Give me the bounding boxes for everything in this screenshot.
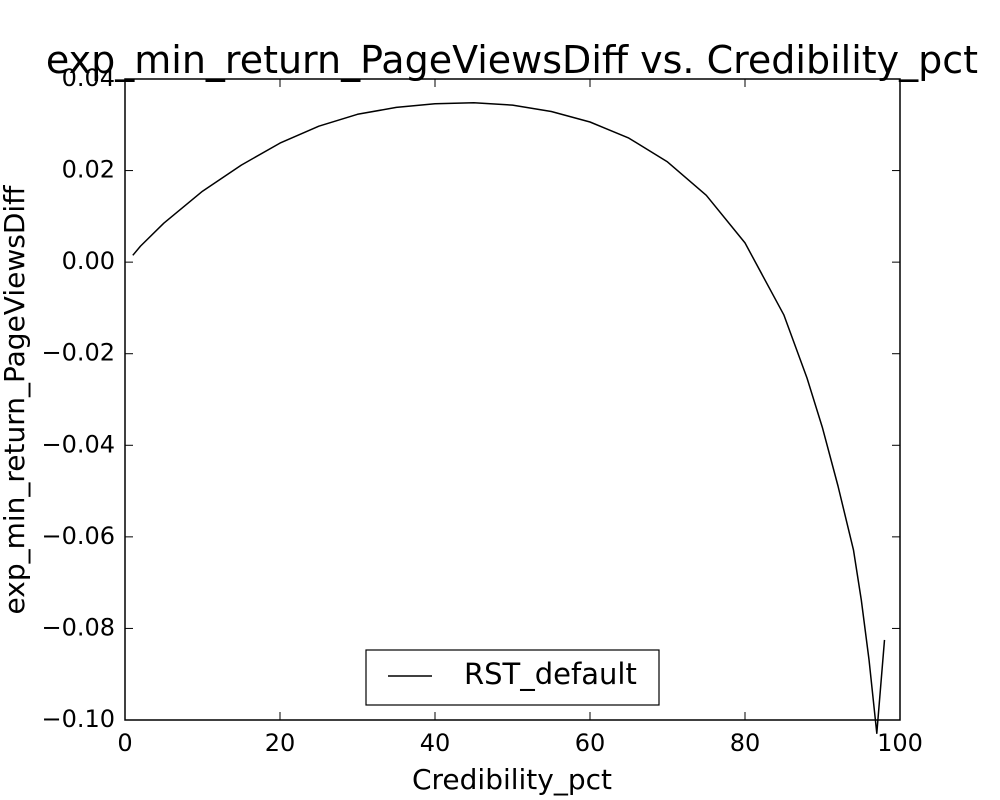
legend: RST_default — [365, 649, 660, 706]
x-tick-label: 40 — [420, 729, 451, 757]
x-axis-label: Credibility_pct — [412, 763, 612, 796]
series-layer — [132, 102, 886, 735]
y-tick-label: −0.02 — [41, 339, 115, 367]
y-tick-label: −0.04 — [41, 430, 115, 458]
x-tick-label: 20 — [265, 729, 296, 757]
plot-frame — [124, 78, 901, 721]
ticks: 0 20 40 60 80 100 −0.10 −0.08 −0.06 −0.04 −0.02 0.0… — [41, 64, 922, 757]
legend-box — [365, 649, 660, 706]
y-tick-label: −0.10 — [41, 705, 115, 733]
chart-title: exp_min_return_PageViewsDiff vs. Credibi… — [46, 38, 978, 82]
series-line — [132, 102, 886, 735]
legend-label: RST_default — [464, 657, 637, 691]
x-tick-label: 60 — [575, 729, 606, 757]
x-tick-label: 100 — [877, 729, 923, 757]
x-tick-label: 0 — [117, 729, 132, 757]
x-tick-label: 80 — [730, 729, 761, 757]
y-tick-label: 0.02 — [62, 156, 115, 184]
y-tick-label: 0.00 — [62, 247, 115, 275]
y-tick-label: 0.04 — [62, 64, 115, 92]
y-tick-label: −0.06 — [41, 522, 115, 550]
y-axis-label: exp_min_return_PageViewsDiff — [0, 185, 31, 615]
y-tick-label: −0.08 — [41, 613, 115, 641]
